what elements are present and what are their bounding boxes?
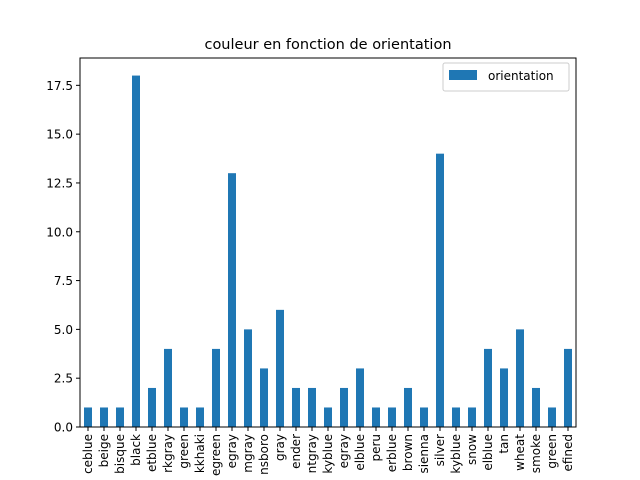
bar-21 (420, 407, 428, 427)
bar-10 (244, 329, 252, 427)
bar-1 (100, 407, 108, 427)
bar-19 (388, 407, 396, 427)
x-tick-label-15: kyblue (321, 434, 335, 474)
bar-22 (436, 153, 444, 427)
y-tick-label-4: 10.0 (46, 225, 73, 239)
x-tick-label-0: ceblue (81, 434, 95, 474)
x-tick-label-25: elblue (481, 434, 495, 471)
bar-5 (164, 348, 172, 427)
x-tick-label-4: etblue (145, 434, 159, 472)
x-tick-label-17: elblue (353, 434, 367, 471)
bar-18 (372, 407, 380, 427)
y-tick-label-2: 5.0 (54, 323, 73, 337)
bar-8 (212, 348, 220, 427)
x-axis: ceblue beige bisque black etblue rkgray green k… (81, 427, 575, 476)
bar-23 (452, 407, 460, 427)
bar-16 (340, 387, 348, 427)
x-tick-label-5: rkgray (161, 434, 175, 473)
bar-6 (180, 407, 188, 427)
bar-15 (324, 407, 332, 427)
bar-11 (260, 368, 268, 427)
legend: orientation (442, 62, 570, 92)
bar-13 (292, 387, 300, 427)
bar-3 (132, 75, 140, 428)
x-tick-label-23: kyblue (449, 434, 463, 474)
x-tick-label-2: bisque (113, 434, 127, 474)
x-tick-label-19: erblue (385, 434, 399, 472)
y-tick-label-7: 17.5 (46, 79, 73, 93)
x-tick-label-26: tan (497, 434, 511, 454)
bar-27 (516, 329, 524, 427)
bar-29 (548, 407, 556, 427)
y-axis: 0.0 2.5 5.0 7.5 10.0 12.5 15.0 17.5 (46, 79, 80, 435)
x-tick-label-16: egray (337, 434, 351, 468)
x-tick-label-9: egray (225, 434, 239, 468)
x-tick-label-13: ender (289, 434, 303, 469)
bar-14 (308, 387, 316, 427)
bar-24 (468, 407, 476, 427)
y-tick-label-3: 7.5 (54, 274, 73, 288)
bar-26 (500, 368, 508, 427)
y-tick-label-5: 12.5 (46, 176, 73, 190)
bar-2 (116, 407, 124, 427)
y-tick-label-0: 0.0 (54, 421, 73, 435)
bar-28 (532, 387, 540, 427)
bar-17 (356, 368, 364, 427)
x-tick-label-7: kkhaki (193, 434, 207, 473)
y-tick-label-1: 2.5 (54, 372, 73, 386)
x-tick-label-20: brown (401, 434, 415, 471)
bar-7 (196, 407, 204, 427)
x-tick-label-11: nsboro (257, 434, 271, 475)
bar-30 (564, 348, 572, 427)
y-tick-label-6: 15.0 (46, 128, 73, 142)
bar-0 (84, 407, 92, 427)
bar-4 (148, 387, 156, 427)
x-tick-label-29: green (545, 434, 559, 469)
plot-frame (79, 57, 577, 428)
x-tick-label-6: green (177, 434, 191, 469)
bar-9 (228, 173, 236, 427)
legend-label: orientation (488, 69, 554, 83)
bar-12 (276, 309, 284, 427)
x-tick-label-30: efined (561, 434, 575, 472)
x-tick-label-3: black (129, 434, 143, 466)
x-tick-label-12: gray (273, 434, 287, 461)
x-tick-label-28: smoke (529, 434, 543, 473)
bar-25 (484, 348, 492, 427)
x-tick-label-10: mgray (241, 434, 255, 473)
legend-swatch (449, 70, 477, 80)
bars (84, 75, 572, 428)
x-tick-label-8: egreen (209, 434, 223, 476)
x-tick-label-14: ntgray (305, 434, 319, 473)
x-tick-label-24: snow (465, 434, 479, 465)
bar-20 (404, 387, 412, 427)
x-tick-label-27: wheat (513, 434, 527, 471)
x-tick-label-21: sienna (417, 434, 431, 474)
chart-title: couleur en fonction de orientation (204, 37, 451, 53)
x-tick-label-18: peru (369, 434, 383, 462)
x-tick-label-22: silver (433, 434, 447, 466)
x-tick-label-1: beige (97, 434, 111, 467)
